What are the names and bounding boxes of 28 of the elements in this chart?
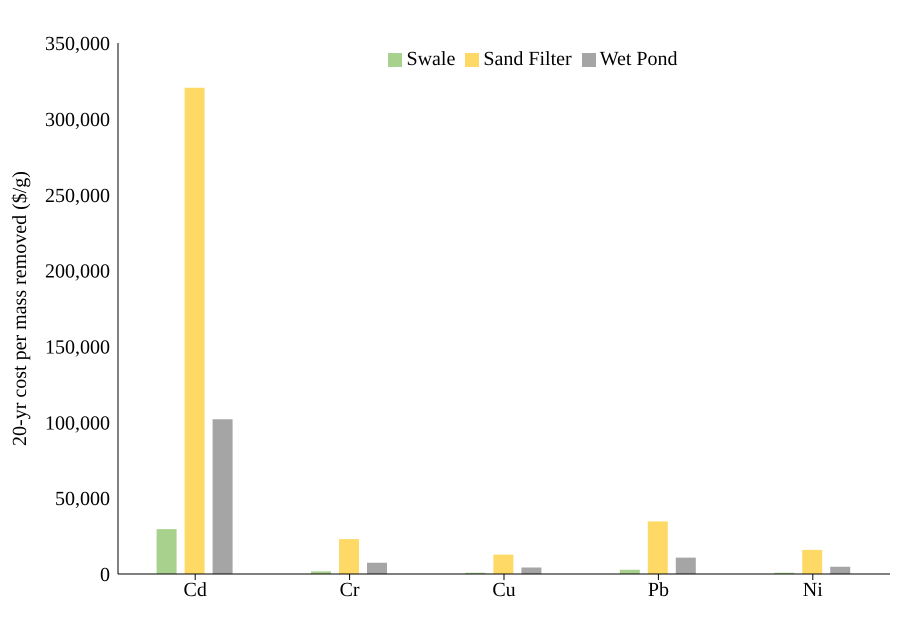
x-tick-label: Cr	[340, 579, 360, 602]
legend-label: Sand Filter	[483, 48, 572, 70]
bar	[367, 562, 387, 574]
legend-label: Swale	[406, 48, 456, 70]
y-tick-label: 250,000	[45, 184, 110, 207]
y-tick-label: 300,000	[45, 108, 110, 131]
bar	[648, 521, 668, 574]
y-tick-label: 50,000	[55, 488, 110, 510]
legend-label: Wet Pond	[600, 48, 678, 70]
x-tick-label: Pb	[648, 579, 669, 602]
y-tick-label: 0	[100, 564, 110, 586]
bar	[156, 529, 177, 574]
x-tick-label: Cu	[492, 579, 516, 602]
y-tick-label: 350,000	[45, 33, 110, 56]
y-axis-title: 20-yr cost per mass removed ($/g)	[9, 171, 32, 446]
bar	[493, 554, 514, 574]
y-tick-label: 150,000	[45, 336, 110, 359]
y-tick-label: 100,000	[45, 412, 110, 434]
bar	[802, 550, 822, 574]
y-tick-label: 200,000	[45, 260, 110, 283]
x-tick-label: Ni	[802, 579, 824, 602]
bar	[521, 567, 542, 574]
x-tick-label: Cd	[184, 579, 207, 602]
bar	[339, 539, 359, 574]
bar	[212, 419, 233, 574]
bar	[184, 88, 205, 574]
bar	[676, 558, 696, 574]
bar	[830, 566, 850, 574]
